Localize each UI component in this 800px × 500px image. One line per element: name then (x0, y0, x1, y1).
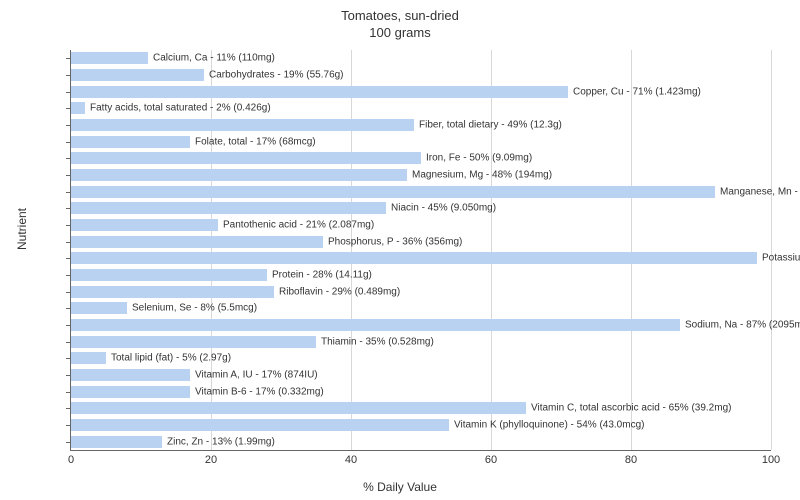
nutrient-bar (71, 286, 274, 298)
nutrient-bar-label: Selenium, Se - 8% (5.5mcg) (132, 303, 257, 314)
nutrient-bar-label: Thiamin - 35% (0.528mg) (321, 336, 434, 347)
nutrient-bar (71, 202, 386, 214)
grid-line (631, 50, 632, 450)
nutrient-bar (71, 252, 757, 264)
y-tick (66, 358, 71, 359)
nutrient-bar-label: Zinc, Zn - 13% (1.99mg) (167, 436, 275, 447)
nutrient-bar (71, 169, 407, 181)
nutrient-bar (71, 186, 715, 198)
nutrient-bar-label: Folate, total - 17% (68mcg) (195, 136, 316, 147)
x-tick-label: 40 (345, 454, 357, 466)
nutrient-bar (71, 136, 190, 148)
y-tick (66, 342, 71, 343)
y-tick (66, 375, 71, 376)
y-tick (66, 75, 71, 76)
nutrient-bar (71, 86, 568, 98)
nutrient-bar (71, 336, 316, 348)
nutrient-bar (71, 236, 323, 248)
nutrient-bar (71, 219, 218, 231)
nutrient-bar-label: Phosphorus, P - 36% (356mg) (328, 236, 462, 247)
y-tick (66, 92, 71, 93)
chart-title-line1: Tomatoes, sun-dried (0, 8, 800, 25)
y-tick (66, 58, 71, 59)
y-tick (66, 242, 71, 243)
y-tick (66, 258, 71, 259)
chart-title-line2: 100 grams (0, 25, 800, 42)
nutrient-bar (71, 386, 190, 398)
grid-line (351, 50, 352, 450)
nutrient-bar-label: Vitamin A, IU - 17% (874IU) (195, 370, 318, 381)
nutrient-bar (71, 419, 449, 431)
y-tick (66, 192, 71, 193)
y-axis-label: Nutrient (15, 208, 29, 250)
chart-title: Tomatoes, sun-dried 100 grams (0, 0, 800, 42)
y-tick (66, 208, 71, 209)
y-tick (66, 292, 71, 293)
nutrient-bar-label: Iron, Fe - 50% (9.09mg) (426, 153, 532, 164)
y-tick (66, 125, 71, 126)
nutrient-bar-label: Potassium, K - 98% (3427mg) (762, 253, 800, 264)
nutrient-bar-label: Vitamin K (phylloquinone) - 54% (43.0mcg… (454, 420, 644, 431)
x-tick-label: 100 (762, 454, 780, 466)
x-tick-label: 0 (68, 454, 74, 466)
nutrient-bar-label: Pantothenic acid - 21% (2.087mg) (223, 220, 374, 231)
nutrient-bar-label: Calcium, Ca - 11% (110mg) (153, 53, 275, 64)
nutrient-bar (71, 369, 190, 381)
y-tick (66, 225, 71, 226)
x-axis-label: % Daily Value (0, 480, 800, 494)
y-tick (66, 275, 71, 276)
nutrient-bar (71, 302, 127, 314)
nutrient-bar-label: Fatty acids, total saturated - 2% (0.426… (90, 103, 271, 114)
y-tick (66, 142, 71, 143)
x-tick-label: 80 (625, 454, 637, 466)
nutrient-bar-label: Fiber, total dietary - 49% (12.3g) (419, 120, 562, 131)
nutrient-bar (71, 152, 421, 164)
nutrient-bar (71, 436, 162, 448)
nutrient-bar-label: Total lipid (fat) - 5% (2.97g) (111, 353, 231, 364)
nutrient-bar-label: Carbohydrates - 19% (55.76g) (209, 70, 344, 81)
plot-area: 020406080100Calcium, Ca - 11% (110mg)Car… (70, 50, 771, 451)
nutrient-bar (71, 402, 526, 414)
y-tick (66, 175, 71, 176)
nutrient-bar (71, 269, 267, 281)
nutrient-bar (71, 319, 680, 331)
nutrient-bar-label: Riboflavin - 29% (0.489mg) (279, 286, 400, 297)
y-tick (66, 442, 71, 443)
nutrient-bar-label: Copper, Cu - 71% (1.423mg) (573, 86, 701, 97)
grid-line (771, 50, 772, 450)
y-tick (66, 392, 71, 393)
nutrient-bar-label: Sodium, Na - 87% (2095mg) (685, 320, 800, 331)
y-tick (66, 425, 71, 426)
grid-line (491, 50, 492, 450)
y-tick (66, 408, 71, 409)
nutrient-bar-label: Vitamin B-6 - 17% (0.332mg) (195, 386, 324, 397)
nutrient-bar-label: Protein - 28% (14.11g) (272, 270, 372, 281)
nutrient-bar (71, 102, 85, 114)
nutrient-bar-label: Vitamin C, total ascorbic acid - 65% (39… (531, 403, 731, 414)
nutrient-bar (71, 69, 204, 81)
nutrient-bar (71, 119, 414, 131)
nutrient-bar (71, 352, 106, 364)
y-tick (66, 108, 71, 109)
y-tick (66, 158, 71, 159)
x-tick-label: 20 (205, 454, 217, 466)
nutrient-bar-label: Manganese, Mn - 92% (1.846mg) (720, 186, 800, 197)
nutrient-bar-label: Niacin - 45% (9.050mg) (391, 203, 496, 214)
x-tick-label: 60 (485, 454, 497, 466)
y-tick (66, 325, 71, 326)
y-tick (66, 308, 71, 309)
nutrient-bar (71, 52, 148, 64)
nutrient-bar-label: Magnesium, Mg - 48% (194mg) (412, 170, 552, 181)
